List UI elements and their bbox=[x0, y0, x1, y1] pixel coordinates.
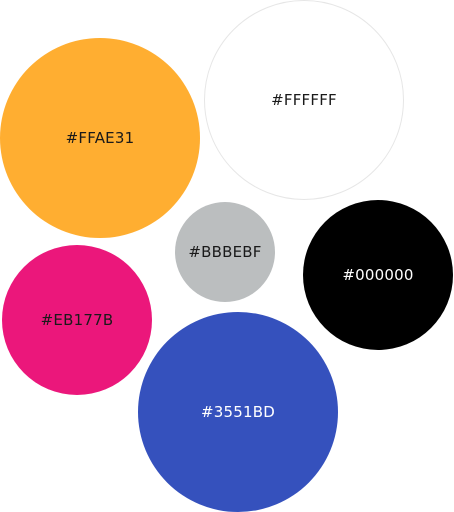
swatch-label: #3551BD bbox=[201, 403, 275, 421]
swatch-3551bd[interactable]: #3551BD bbox=[138, 312, 338, 512]
swatch-000000[interactable]: #000000 bbox=[303, 200, 453, 350]
swatch-label: #FFFFFF bbox=[271, 91, 337, 109]
swatch-ffae31[interactable]: #FFAE31 bbox=[0, 38, 200, 238]
swatch-label: #EB177B bbox=[40, 311, 114, 329]
swatch-ffffff[interactable]: #FFFFFF bbox=[204, 0, 404, 200]
swatch-label: #000000 bbox=[342, 266, 414, 284]
swatch-label: #FFAE31 bbox=[65, 129, 135, 147]
swatch-bbbebf[interactable]: #BBBEBF bbox=[175, 202, 275, 302]
swatch-label: #BBBEBF bbox=[188, 243, 262, 261]
swatch-eb177b[interactable]: #EB177B bbox=[2, 245, 152, 395]
